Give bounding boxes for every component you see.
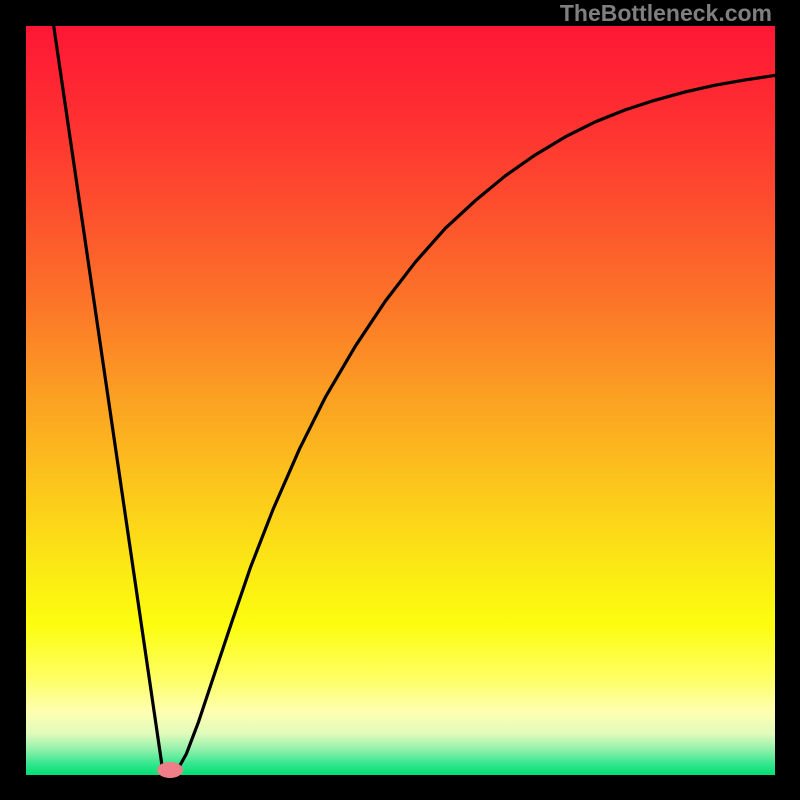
bottleneck-curve bbox=[26, 26, 775, 775]
plot-area bbox=[26, 26, 775, 775]
chart-frame: TheBottleneck.com bbox=[0, 0, 800, 800]
attribution-label: TheBottleneck.com bbox=[560, 0, 772, 27]
min-marker bbox=[157, 762, 183, 778]
